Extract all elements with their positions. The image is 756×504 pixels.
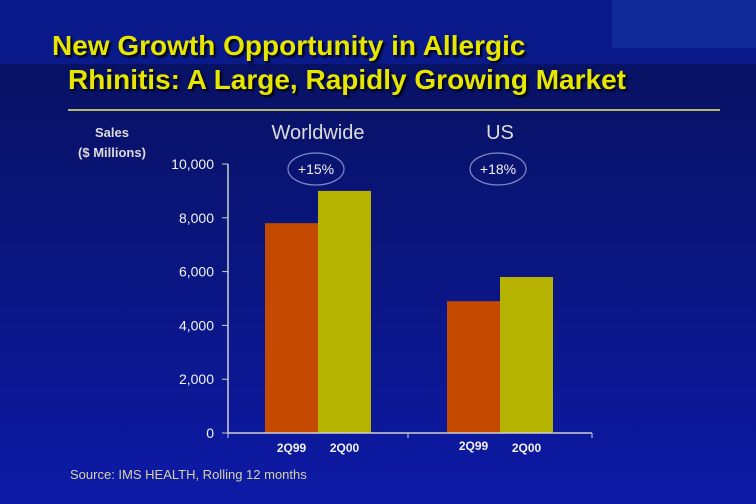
slide-title-line-1: New Growth Opportunity in Allergic: [52, 30, 526, 61]
growth-label: +15%: [298, 161, 334, 177]
slide-title: New Growth Opportunity in Allergic Rhini…: [52, 29, 626, 97]
slide-title-line-2: Rhinitis: A Large, Rapidly Growing Marke…: [68, 64, 626, 95]
title-divider: [68, 109, 720, 111]
y-axis-label-line-1: Sales: [95, 125, 129, 140]
source-note: Source: IMS HEALTH, Rolling 12 months: [70, 467, 307, 482]
x-category-label: 2Q00: [512, 441, 542, 455]
bar-worldwide-2q99: [265, 223, 318, 433]
y-tick-label: 6,000: [179, 264, 214, 280]
growth-label: +18%: [480, 161, 516, 177]
y-tick-label: 0: [206, 425, 214, 441]
group-title-worldwide: Worldwide: [272, 122, 365, 144]
x-category-label: 2Q00: [330, 441, 360, 455]
growth-oval: [287, 152, 345, 186]
bar-us-2q00: [500, 276, 553, 433]
y-axis-label-line-2: ($ Millions): [78, 145, 146, 160]
y-tick-label: 8,000: [179, 210, 214, 226]
growth-oval: [469, 152, 527, 186]
group-title-us: US: [486, 122, 514, 144]
y-tick-label: 10,000: [171, 156, 214, 172]
x-category-label: 2Q99: [459, 439, 489, 453]
x-category-label: 2Q99: [277, 441, 307, 455]
title-band-accent: [612, 0, 756, 48]
y-tick-label: 2,000: [179, 371, 214, 387]
bar-worldwide-2q00: [318, 190, 371, 433]
bar-us-2q99: [447, 301, 500, 433]
y-tick-label: 4,000: [179, 317, 214, 333]
